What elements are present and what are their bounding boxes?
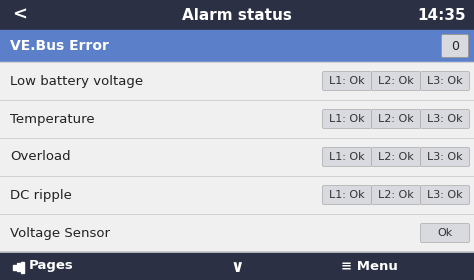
Bar	[13, 265, 16, 269]
Text: <: <	[12, 6, 27, 24]
Text: ≡ Menu: ≡ Menu	[341, 260, 398, 272]
FancyBboxPatch shape	[322, 71, 372, 90]
Bar	[21, 262, 24, 272]
Text: L2: Ok: L2: Ok	[378, 114, 414, 124]
Bar	[0, 214, 474, 252]
Text: Ok: Ok	[438, 228, 453, 238]
Text: VE.Bus Error: VE.Bus Error	[10, 39, 109, 53]
Text: ∨: ∨	[230, 258, 244, 276]
Bar	[0, 30, 474, 62]
Text: L3: Ok: L3: Ok	[427, 76, 463, 86]
FancyBboxPatch shape	[420, 71, 470, 90]
FancyBboxPatch shape	[420, 148, 470, 167]
Text: Overload: Overload	[10, 151, 71, 164]
FancyBboxPatch shape	[420, 109, 470, 129]
FancyBboxPatch shape	[372, 148, 420, 167]
Bar	[0, 176, 474, 214]
Text: L3: Ok: L3: Ok	[427, 152, 463, 162]
Bar	[0, 138, 474, 176]
Bar	[17, 263, 20, 271]
Text: L3: Ok: L3: Ok	[427, 114, 463, 124]
Text: Voltage Sensor: Voltage Sensor	[10, 227, 110, 239]
Bar	[0, 100, 474, 138]
Text: Temperature: Temperature	[10, 113, 95, 125]
Bar	[0, 0, 474, 30]
Text: 14:35: 14:35	[418, 8, 466, 22]
FancyBboxPatch shape	[420, 186, 470, 204]
FancyBboxPatch shape	[322, 109, 372, 129]
Text: L2: Ok: L2: Ok	[378, 152, 414, 162]
Text: L2: Ok: L2: Ok	[378, 76, 414, 86]
FancyBboxPatch shape	[441, 34, 468, 57]
FancyBboxPatch shape	[420, 223, 470, 242]
FancyBboxPatch shape	[322, 148, 372, 167]
FancyBboxPatch shape	[372, 186, 420, 204]
FancyBboxPatch shape	[372, 71, 420, 90]
Bar	[0, 252, 474, 280]
Text: DC ripple: DC ripple	[10, 188, 72, 202]
Text: Alarm status: Alarm status	[182, 8, 292, 22]
Text: L1: Ok: L1: Ok	[329, 76, 365, 86]
Text: L1: Ok: L1: Ok	[329, 114, 365, 124]
Bar	[0, 62, 474, 100]
Text: L2: Ok: L2: Ok	[378, 190, 414, 200]
Text: L1: Ok: L1: Ok	[329, 152, 365, 162]
Text: 0: 0	[451, 39, 459, 53]
FancyBboxPatch shape	[322, 186, 372, 204]
Text: Low battery voltage: Low battery voltage	[10, 74, 143, 87]
Text: Pages: Pages	[29, 260, 74, 272]
Text: L1: Ok: L1: Ok	[329, 190, 365, 200]
Text: L3: Ok: L3: Ok	[427, 190, 463, 200]
FancyBboxPatch shape	[372, 109, 420, 129]
